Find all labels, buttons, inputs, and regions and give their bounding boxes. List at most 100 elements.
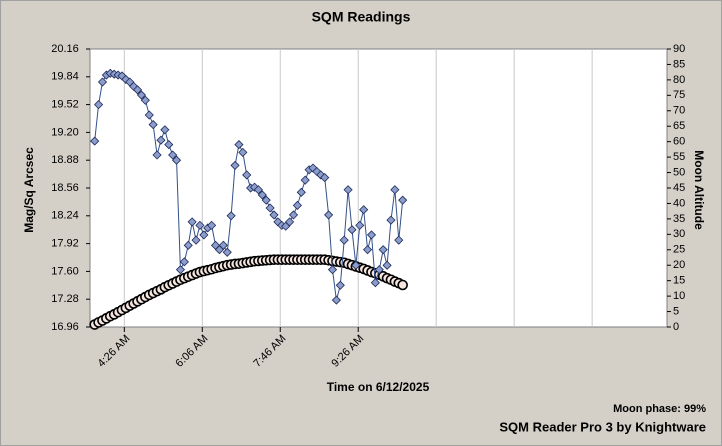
data-point — [300, 175, 310, 185]
chart-title: SQM Readings — [312, 9, 411, 25]
y-tick-label: 18.56 — [51, 182, 79, 194]
data-point — [136, 90, 147, 100]
y2-tick-label: 45 — [673, 182, 685, 194]
data-point — [331, 295, 341, 305]
data-point — [335, 280, 345, 290]
data-point — [207, 220, 217, 230]
data-point — [97, 77, 108, 87]
y2-tick-label: 20 — [673, 259, 685, 271]
data-point — [343, 185, 353, 195]
y2-tick-label: 85 — [673, 58, 685, 70]
data-point — [140, 95, 150, 105]
y2-tick-label: 30 — [673, 228, 685, 240]
data-point — [347, 225, 357, 235]
moon-phase: Moon phase: 99% — [613, 403, 706, 415]
data-point — [386, 215, 396, 225]
data-point — [327, 265, 338, 275]
y-tick-label: 19.84 — [51, 71, 79, 83]
data-point — [218, 240, 228, 250]
data-point — [152, 150, 162, 160]
data-point — [156, 135, 166, 145]
data-point — [195, 220, 205, 230]
data-point — [144, 110, 154, 120]
y2-tick-label: 35 — [673, 213, 685, 225]
y2-tick-label: 0 — [673, 321, 679, 333]
y2-tick-label: 90 — [673, 43, 685, 55]
data-point — [370, 278, 380, 288]
data-point — [226, 211, 236, 221]
y2-tick-label: 65 — [673, 120, 685, 132]
y2-tick-label: 75 — [673, 89, 685, 101]
data-point — [292, 200, 302, 210]
data-point — [175, 265, 186, 275]
data-point — [234, 139, 244, 150]
data-point — [257, 190, 267, 200]
y-tick-label: 16.96 — [51, 321, 79, 333]
data-point — [238, 147, 248, 157]
data-point — [132, 85, 143, 95]
data-point — [183, 240, 193, 250]
data-point — [191, 235, 201, 245]
data-point — [121, 74, 131, 84]
data-point — [187, 217, 197, 227]
y-tick-label: 17.60 — [51, 265, 79, 277]
data-point — [160, 125, 170, 135]
data-point — [222, 247, 232, 257]
data-point — [94, 100, 104, 110]
y2-tick-label: 70 — [673, 105, 685, 117]
y2-tick-label: 55 — [673, 151, 685, 163]
data-point — [242, 170, 252, 180]
data-point — [351, 260, 361, 270]
data-point — [285, 217, 295, 227]
grid — [123, 49, 593, 327]
data-point — [265, 203, 275, 213]
y-tick-label: 17.28 — [51, 293, 79, 305]
data-point — [316, 170, 326, 180]
data-point — [378, 245, 388, 255]
data-point — [366, 230, 377, 240]
data-point — [397, 279, 408, 291]
data-point — [171, 155, 182, 165]
y-tick-label: 18.24 — [51, 210, 79, 222]
data-point — [168, 150, 178, 160]
y2-tick-label: 40 — [673, 197, 685, 209]
data-point — [382, 260, 392, 270]
data-point — [320, 173, 330, 183]
y-tick-label: 19.20 — [51, 126, 79, 138]
y2-tick-label: 80 — [673, 74, 685, 86]
data-point — [90, 136, 100, 146]
y2-tick-label: 50 — [673, 166, 685, 178]
data-point — [261, 195, 271, 205]
data-point — [296, 187, 306, 197]
y2-tick-label: 60 — [673, 136, 685, 148]
data-point — [374, 265, 384, 275]
data-point — [199, 230, 209, 240]
y2-tick-label: 10 — [673, 290, 685, 302]
y2-tick-label: 5 — [673, 305, 679, 317]
data-point — [148, 120, 158, 130]
data-point — [339, 235, 349, 245]
y-tick-label: 19.52 — [51, 99, 79, 111]
data-point — [363, 245, 373, 255]
data-point — [269, 210, 279, 220]
data-point — [394, 235, 404, 245]
y-axis-title: Mag/Sq Arcsec — [22, 147, 36, 233]
data-point — [164, 139, 174, 150]
data-point — [288, 210, 299, 220]
data-point — [324, 210, 334, 220]
data-point — [230, 160, 240, 170]
y2-axis-title: Moon Altitude — [692, 150, 706, 230]
data-point — [253, 185, 263, 195]
data-point — [179, 257, 189, 267]
y-tick-label: 17.92 — [51, 238, 79, 250]
data-point — [359, 205, 369, 215]
series-markers — [90, 68, 408, 305]
y2-tick-label: 15 — [673, 275, 685, 287]
data-point — [390, 185, 400, 195]
y-tick-label: 20.16 — [51, 43, 79, 55]
footer: SQM Reader Pro 3 by Knightware — [499, 419, 706, 434]
x-axis-title: Time on 6/12/2025 — [327, 380, 430, 394]
y-tick-label: 18.88 — [51, 154, 79, 166]
